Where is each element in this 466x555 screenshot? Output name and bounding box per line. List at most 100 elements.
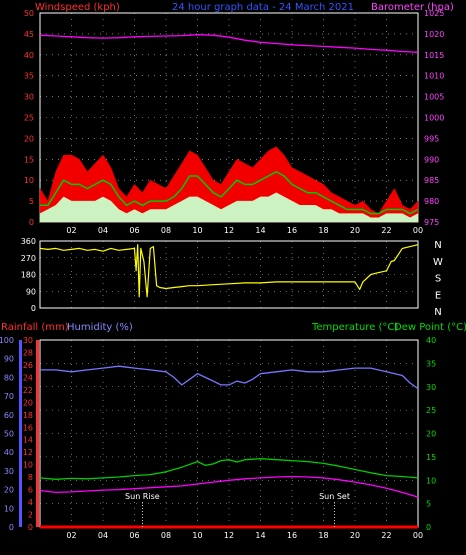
chart-title: 24 hour graph data - 24 March 2021 [172,2,354,13]
windspeed-tick-label: 10 [24,176,34,185]
rainfall-tick-label: 12 [23,448,33,457]
wind-panel-x-tick-label: 06 [129,226,139,235]
wind-panel-x-tick-label: 00 [413,226,423,235]
windspeed-tick-label: 50 [24,9,34,18]
barometer-axis-label: Barometer (hpa) [371,2,454,13]
rainfall-tick-label: 2 [28,511,33,520]
rainfall-tick-label: 18 [23,411,33,420]
wind-direction-series [39,244,419,298]
windspeed-tick-label: 15 [24,155,34,164]
wind-panel-x-tick-label: 10 [192,226,202,235]
climate-panel-x-tick-label: 20 [350,531,360,540]
climate-panel-x-tick-label: 02 [66,531,76,540]
compass-label: W [433,257,443,268]
barometer-tick-label: 975 [424,218,439,227]
barometer-tick-label: 985 [424,176,439,185]
direction-tick-label: 0 [31,304,36,313]
compass-label: E [435,290,441,301]
wind-panel-x-tick-label: 08 [161,226,171,235]
climate-panel-x-tick-label: 04 [98,531,108,540]
direction-tick-label: 90 [26,287,36,296]
windspeed-tick-label: 5 [29,197,34,206]
humidity-tick-label: 30 [4,467,14,476]
wind-average-series [40,171,419,215]
temperature-series [39,458,419,480]
humidity-axis-bar [19,340,22,527]
barometer-tick-label: 990 [424,155,439,164]
climate-panel-x-tick-label: 18 [318,531,328,540]
rainfall-tick-label: 8 [28,473,33,482]
climate-panel-x-tick-label: 14 [255,531,265,540]
rainfall-tick-label: 26 [23,361,33,370]
wind-panel-x-tick-label: 04 [98,226,108,235]
barometer-tick-label: 1010 [424,72,444,81]
windspeed-tick-label: 20 [24,134,34,143]
humidity-tick-label: 80 [4,373,14,382]
climate-panel-x-tick-label: 12 [224,531,234,540]
rainfall-tick-label: 30 [23,336,33,345]
temperature-tick-label: 25 [426,406,436,415]
barometer-tick-label: 980 [424,197,439,206]
direction-tick-label: 360 [21,237,36,246]
rainfall-tick-label: 10 [23,461,33,470]
compass-label: N [434,240,441,251]
windspeed-tick-label: 40 [24,51,34,60]
humidity-tick-label: 70 [4,392,14,401]
dew-point-axis-label: Dew Point (°C) [394,322,466,333]
barometer-tick-label: 1000 [424,114,444,123]
sun-marker-label: Sun Rise [125,492,160,501]
wind-panel-x-tick-label: 02 [66,226,76,235]
windspeed-tick-label: 25 [24,114,34,123]
humidity-tick-label: 90 [4,355,14,364]
wind-gust-series [39,146,419,223]
wind-panel-x-tick-label: 14 [255,226,265,235]
wind-panel-x-tick-label: 16 [287,226,297,235]
rainfall-tick-label: 6 [28,486,33,495]
barometer-tick-label: 995 [424,134,439,143]
windspeed-tick-label: 0 [29,218,34,227]
barometer-tick-label: 1005 [424,93,444,102]
climate-panel-x-tick-label: 10 [192,531,202,540]
wind-panel-x-tick-label: 12 [224,226,234,235]
rainfall-tick-label: 28 [23,348,33,357]
humidity-tick-label: 40 [4,448,14,457]
dew-point-series [39,475,419,498]
temperature-tick-label: 40 [426,336,436,345]
windspeed-axis-label: Windspeed (kph) [35,2,120,13]
humidity-tick-label: 10 [4,504,14,513]
direction-tick-label: 180 [21,271,36,280]
rainfall-tick-label: 14 [23,436,33,445]
rain-axis-bar [36,340,39,527]
temperature-tick-label: 15 [426,453,436,462]
climate-panel-x-tick-label: 06 [129,531,139,540]
rainfall-axis-label: Rainfall (mm) [1,322,69,333]
climate-panel-x-tick-label: 08 [161,531,171,540]
wind-panel-x-tick-label: 18 [318,226,328,235]
temperature-tick-label: 35 [426,359,436,368]
temperature-axis-label: Temperature (°C) [311,322,398,333]
temperature-tick-label: 0 [426,523,431,532]
climate-panel-x-tick-label: 22 [381,531,391,540]
direction-panel-frame [39,240,419,309]
sun-marker-label: Sun Set [319,492,350,501]
rainfall-tick-label: 22 [23,386,33,395]
windspeed-tick-label: 35 [24,72,34,81]
compass-label: S [435,274,441,285]
humidity-tick-label: 50 [4,430,14,439]
barometer-tick-label: 1015 [424,51,444,60]
windspeed-tick-label: 30 [24,93,34,102]
wind-panel-x-tick-label: 22 [381,226,391,235]
direction-tick-label: 270 [21,254,36,263]
rainfall-tick-label: 24 [23,373,33,382]
compass-label: N [434,307,441,318]
humidity-series [40,365,419,390]
windspeed-tick-label: 45 [24,30,34,39]
temperature-tick-label: 30 [426,383,436,392]
humidity-tick-label: 100 [0,336,14,345]
temperature-tick-label: 10 [426,476,436,485]
rainfall-tick-label: 0 [28,523,33,532]
humidity-tick-label: 60 [4,411,14,420]
rainfall-tick-label: 20 [23,398,33,407]
